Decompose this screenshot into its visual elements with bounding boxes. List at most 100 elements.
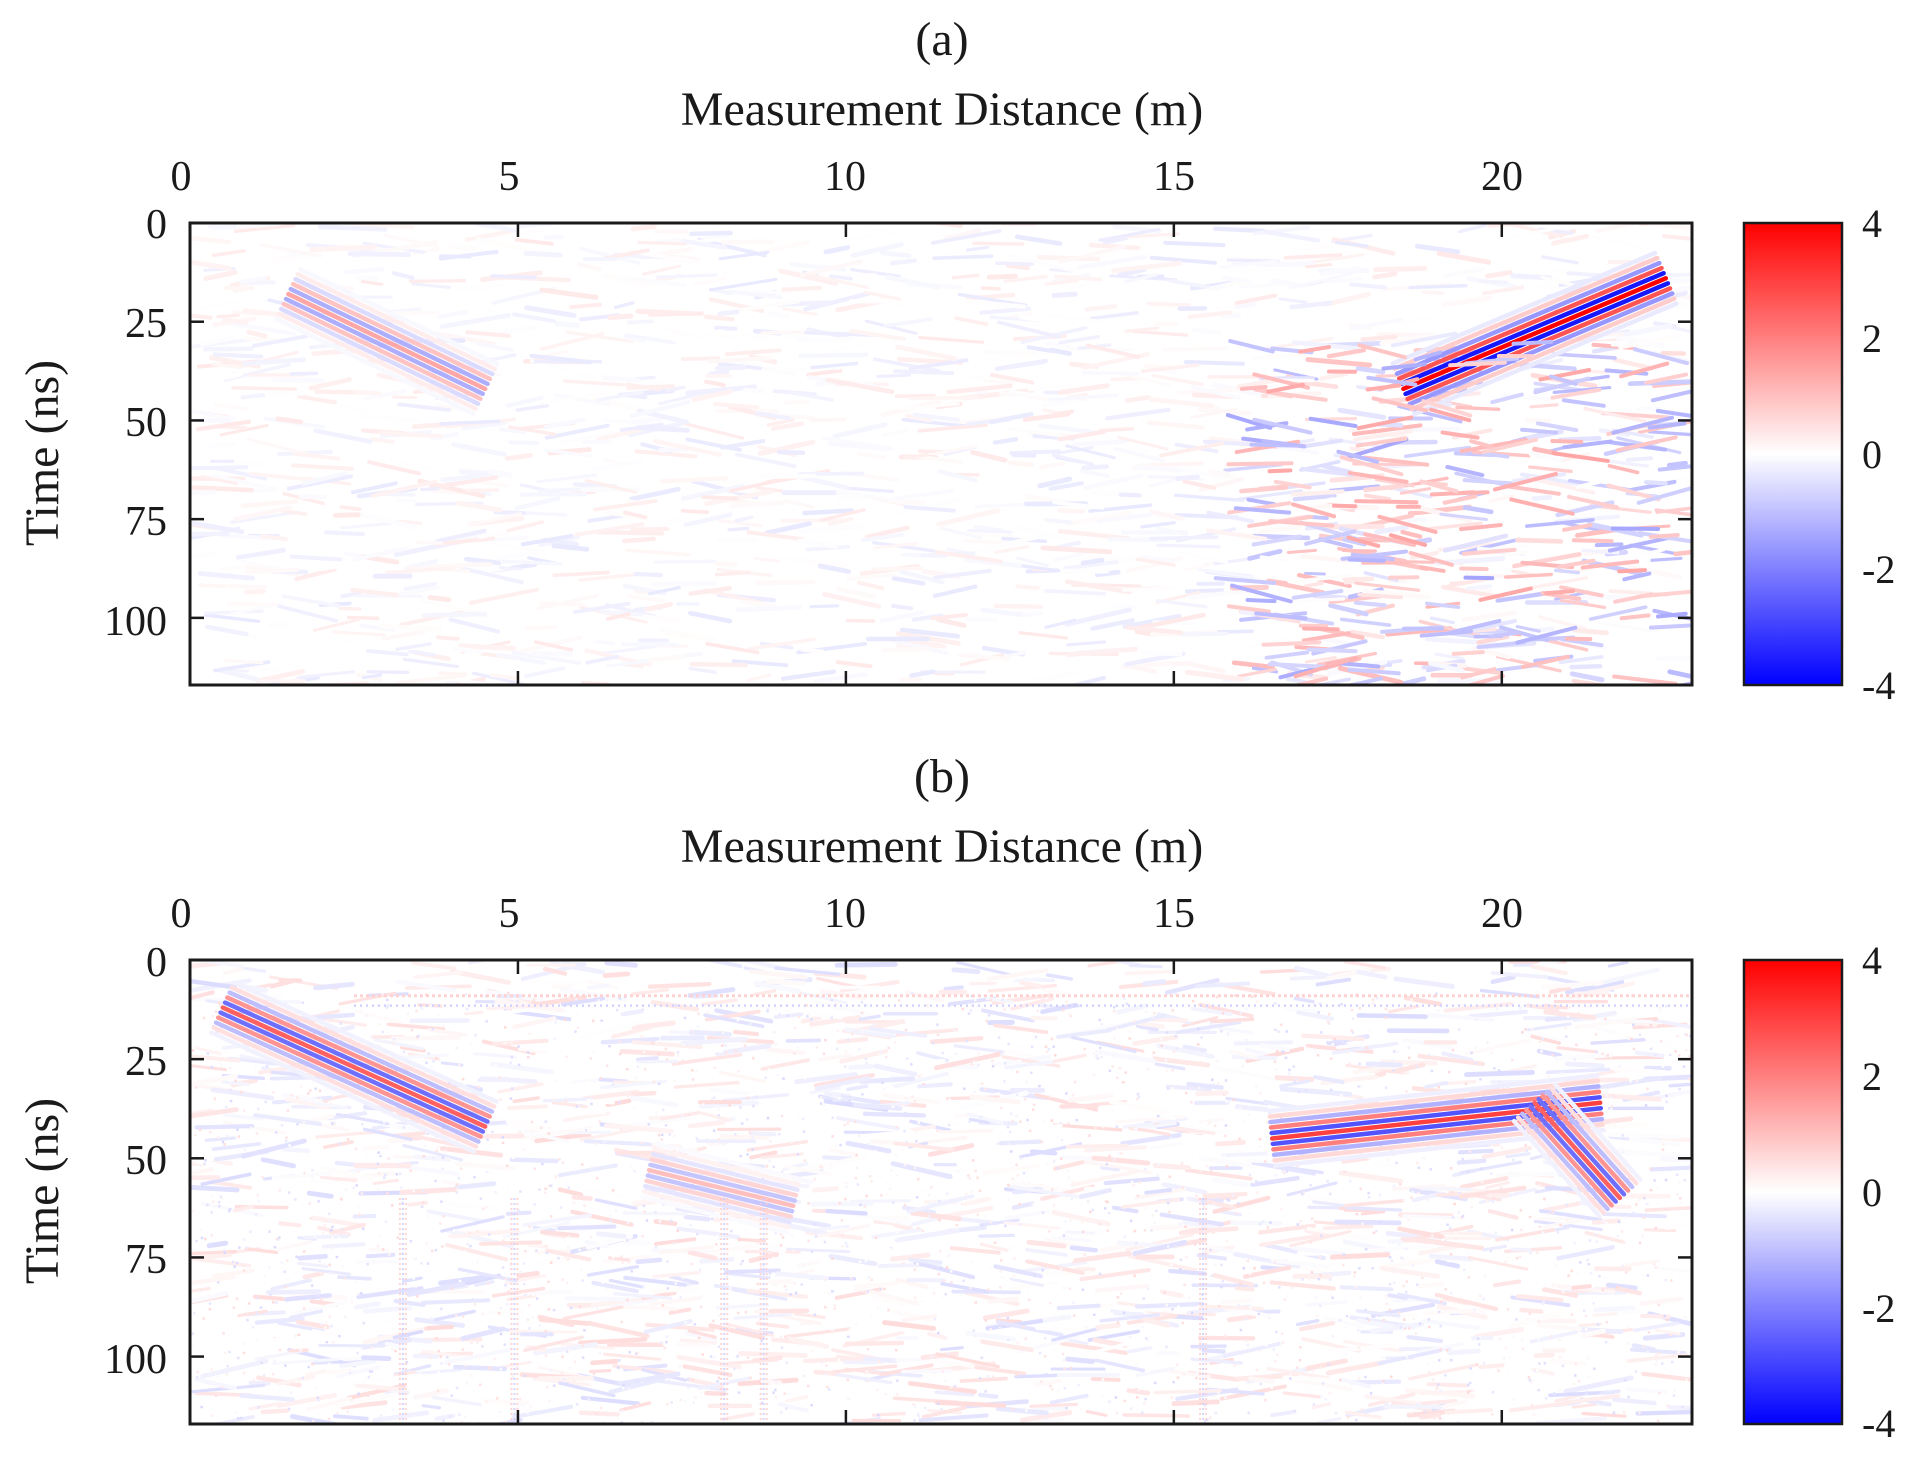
wavelet <box>1481 1145 1533 1159</box>
scatter-wavelet <box>1355 436 1408 448</box>
speckle <box>651 1004 655 1008</box>
speckle <box>338 1334 341 1338</box>
speckle <box>1378 1117 1381 1120</box>
wavelet <box>1251 534 1303 547</box>
speckle <box>468 1231 471 1235</box>
speckle <box>1235 1211 1239 1215</box>
wavelet <box>901 1314 938 1322</box>
speckle <box>323 1263 327 1266</box>
speckle <box>414 1285 418 1288</box>
wavelet <box>194 371 243 386</box>
speckle <box>461 1348 465 1351</box>
scatter-wavelet <box>1562 523 1593 532</box>
wavelet <box>518 979 588 985</box>
speckle <box>725 1051 728 1054</box>
speckle <box>1428 1325 1431 1329</box>
speckle <box>1207 1027 1210 1031</box>
speckle <box>574 1166 577 1170</box>
wavelet <box>366 649 409 657</box>
speckle <box>737 1311 740 1315</box>
speckle <box>312 1179 316 1183</box>
wavelet <box>1196 567 1256 579</box>
speckle <box>1366 1317 1369 1320</box>
wavelet <box>1374 1062 1426 1078</box>
speckle <box>696 1025 700 1028</box>
wavelet <box>1220 313 1242 319</box>
wavelet <box>1325 1360 1387 1376</box>
wavelet <box>278 1221 302 1228</box>
panel-b-ytick: 50 <box>125 1138 167 1184</box>
speckle <box>1480 1167 1483 1170</box>
wavelet <box>1234 1104 1269 1112</box>
speckle <box>1255 1191 1259 1195</box>
speckle <box>522 1262 526 1265</box>
speckle <box>504 1277 507 1280</box>
speckle <box>1199 1061 1202 1064</box>
speckle <box>1146 1338 1149 1342</box>
wavelet <box>959 1376 1008 1383</box>
speckle <box>1327 1363 1330 1366</box>
speckle <box>559 1206 563 1209</box>
speckle <box>1684 1316 1687 1319</box>
wavelet <box>899 569 945 585</box>
speckle <box>867 1276 870 1279</box>
wavelet <box>996 1320 1064 1338</box>
wavelet <box>687 1120 726 1129</box>
wavelet <box>1226 1313 1257 1323</box>
wavelet <box>623 334 646 344</box>
speckle <box>772 1165 775 1169</box>
speckle <box>1150 1229 1153 1232</box>
wavelet <box>436 403 458 411</box>
wavelet <box>313 428 373 444</box>
speckle <box>772 1256 776 1260</box>
speckle <box>1278 1286 1281 1289</box>
speckle <box>1144 1397 1147 1401</box>
wavelet <box>1256 261 1316 268</box>
wavelet <box>1025 1248 1068 1257</box>
speckle <box>618 1101 621 1104</box>
wavelet <box>347 251 411 258</box>
wavelet <box>439 312 512 329</box>
speckle <box>1448 1070 1451 1074</box>
wavelet <box>498 566 522 571</box>
speckle <box>912 1403 915 1406</box>
wavelet <box>949 1246 1001 1255</box>
speckle <box>1407 1056 1411 1060</box>
speckle <box>666 1287 670 1290</box>
speckle <box>1357 1085 1360 1088</box>
speckle <box>1054 1414 1058 1418</box>
wavelet <box>1182 479 1217 491</box>
wavelet <box>1397 1226 1445 1240</box>
wavelet <box>1198 1002 1254 1018</box>
speckle <box>825 1364 828 1367</box>
wavelet <box>785 1394 809 1403</box>
wavelet <box>190 1274 236 1285</box>
speckle <box>1392 1184 1396 1188</box>
speckle <box>1184 1091 1188 1095</box>
wavelet <box>624 548 691 557</box>
speckle <box>1209 1169 1213 1173</box>
speckle <box>1536 1369 1539 1372</box>
speckle <box>620 1128 623 1132</box>
wavelet <box>687 1329 717 1339</box>
speckle <box>1611 1014 1614 1017</box>
wavelet <box>965 1330 1016 1342</box>
speckle <box>734 1133 737 1136</box>
speckle <box>1145 1269 1149 1272</box>
speckle <box>532 999 535 1003</box>
speckle <box>1258 1222 1262 1226</box>
wavelet <box>1229 1049 1258 1060</box>
wavelet <box>1111 260 1183 274</box>
speckle <box>848 1099 851 1102</box>
wavelet <box>1266 1367 1331 1380</box>
wavelet <box>1541 255 1579 265</box>
wavelet <box>937 469 978 483</box>
wavelet <box>243 966 267 973</box>
wavelet <box>1210 1017 1255 1024</box>
speckle <box>287 1276 291 1280</box>
speckle <box>1541 1302 1545 1306</box>
speckle <box>856 1183 860 1186</box>
scatter-wavelet <box>1347 470 1409 484</box>
speckle <box>1038 1084 1041 1088</box>
wavelet <box>1429 616 1455 625</box>
